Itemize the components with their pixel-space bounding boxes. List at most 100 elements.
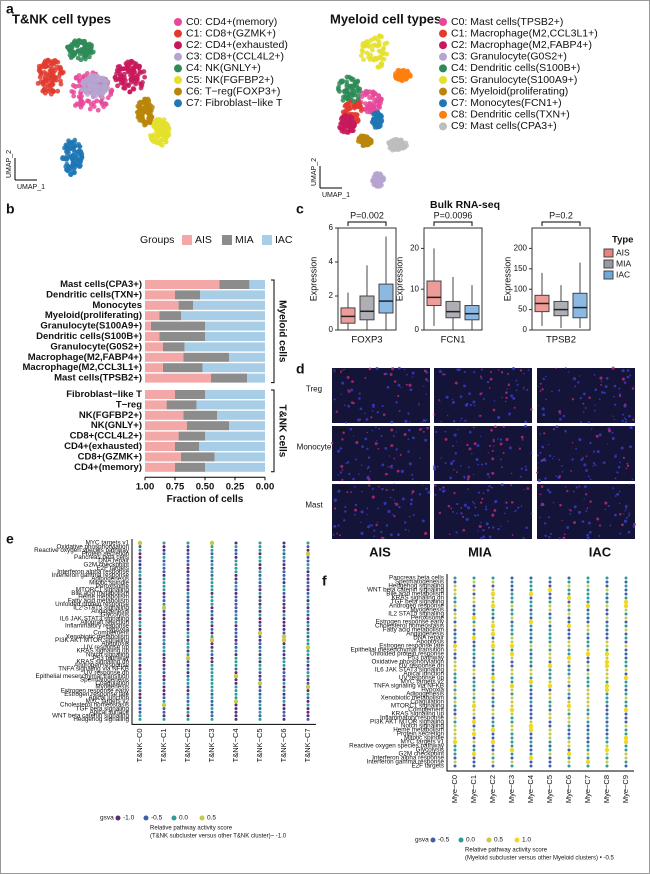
- stain-speck: [480, 368, 483, 371]
- stain-speck: [412, 513, 415, 516]
- dot: [585, 603, 591, 609]
- umap-cell: [146, 104, 152, 109]
- x-tick-label: T&NK−C0: [135, 728, 144, 762]
- dot: [585, 651, 591, 657]
- stain-speck: [454, 381, 458, 385]
- stain-speck: [479, 375, 482, 378]
- dot: [162, 663, 166, 667]
- dot: [491, 704, 495, 708]
- stain-speck: [422, 430, 425, 433]
- dot: [472, 728, 476, 732]
- dot: [453, 620, 457, 624]
- stain-speck: [541, 446, 544, 449]
- dot: [453, 756, 457, 760]
- stain-speck: [425, 378, 428, 381]
- dot: [210, 559, 214, 563]
- dot: [586, 740, 590, 744]
- dot: [306, 667, 310, 671]
- umap-cell: [87, 74, 92, 80]
- dot: [282, 663, 286, 667]
- dot: [282, 602, 286, 606]
- stain-speck: [600, 380, 603, 383]
- stain-speck: [462, 528, 466, 532]
- dot: [234, 635, 238, 639]
- bar-segment: [205, 431, 265, 441]
- pathway-label: Mitotic spindle: [89, 579, 129, 586]
- stain-speck: [369, 524, 371, 526]
- dot: [186, 617, 190, 621]
- dot: [306, 602, 310, 606]
- stain-speck: [513, 510, 515, 513]
- dot: [567, 668, 571, 672]
- x-tick-label: Mye−C7: [583, 775, 592, 803]
- stain-speck: [354, 503, 358, 507]
- umap-cell: [138, 70, 144, 75]
- dot: [528, 619, 534, 625]
- dot: [624, 636, 628, 640]
- box: [553, 300, 569, 317]
- pathway-label: G2M checkpoint: [84, 561, 130, 568]
- stain-speck: [369, 470, 372, 473]
- dot: [186, 581, 190, 585]
- dot: [529, 596, 533, 600]
- dot: [605, 708, 609, 712]
- dot: [586, 644, 590, 648]
- stain-speck: [367, 477, 371, 481]
- dot: [472, 596, 476, 600]
- dot: [586, 632, 590, 636]
- stain-speck: [371, 495, 375, 499]
- dot: [210, 667, 214, 671]
- dot: [282, 555, 286, 559]
- box: [378, 283, 394, 314]
- dot: [186, 645, 190, 649]
- umap-cell: [367, 102, 373, 107]
- umap-cell: [123, 61, 129, 66]
- dot: [282, 620, 286, 624]
- dot: [162, 699, 166, 703]
- umap-cell: [118, 80, 124, 86]
- umap-cell: [87, 86, 93, 92]
- dot: [234, 649, 238, 653]
- stain-speck: [393, 515, 396, 518]
- dot: [234, 638, 238, 642]
- stain-speck: [527, 369, 530, 371]
- row-label: Treg: [306, 385, 322, 394]
- stain-speck: [589, 500, 592, 503]
- panel-label: f: [322, 573, 327, 589]
- stain-speck: [559, 412, 562, 415]
- x-tick-label: T&NK−C7: [303, 728, 312, 762]
- dot: [138, 577, 142, 581]
- stain-speck: [460, 507, 463, 509]
- pathway-label: Glycolysis: [101, 612, 129, 619]
- stain-speck: [340, 393, 342, 396]
- dot: [471, 635, 477, 641]
- stain-speck: [473, 502, 476, 505]
- dot: [453, 724, 457, 728]
- stain-speck: [598, 535, 601, 537]
- stain-speck: [555, 367, 557, 370]
- stain-speck: [500, 483, 504, 487]
- stain-speck: [551, 390, 553, 393]
- dot: [306, 627, 310, 631]
- umap-cell: [39, 64, 45, 70]
- umap-cell: [395, 68, 401, 73]
- umap-cell: [80, 47, 86, 53]
- caption: (T&NK subcluster versus other T&NK clust…: [150, 834, 287, 840]
- stain-speck: [376, 410, 380, 414]
- stain-speck: [381, 487, 384, 491]
- dot: [567, 764, 571, 768]
- dot: [624, 680, 628, 684]
- dot: [282, 548, 286, 552]
- dot: [162, 591, 166, 595]
- pathway-label: Pancreas beta cells: [389, 575, 444, 582]
- stain-speck: [361, 490, 363, 493]
- dot: [258, 638, 262, 642]
- stain-speck: [367, 525, 371, 529]
- umap-cell: [158, 142, 164, 148]
- dot: [548, 640, 552, 644]
- dot: [138, 602, 142, 606]
- dot: [586, 628, 590, 632]
- dot: [452, 739, 458, 745]
- stain-speck: [493, 425, 497, 429]
- stain-speck: [491, 471, 495, 475]
